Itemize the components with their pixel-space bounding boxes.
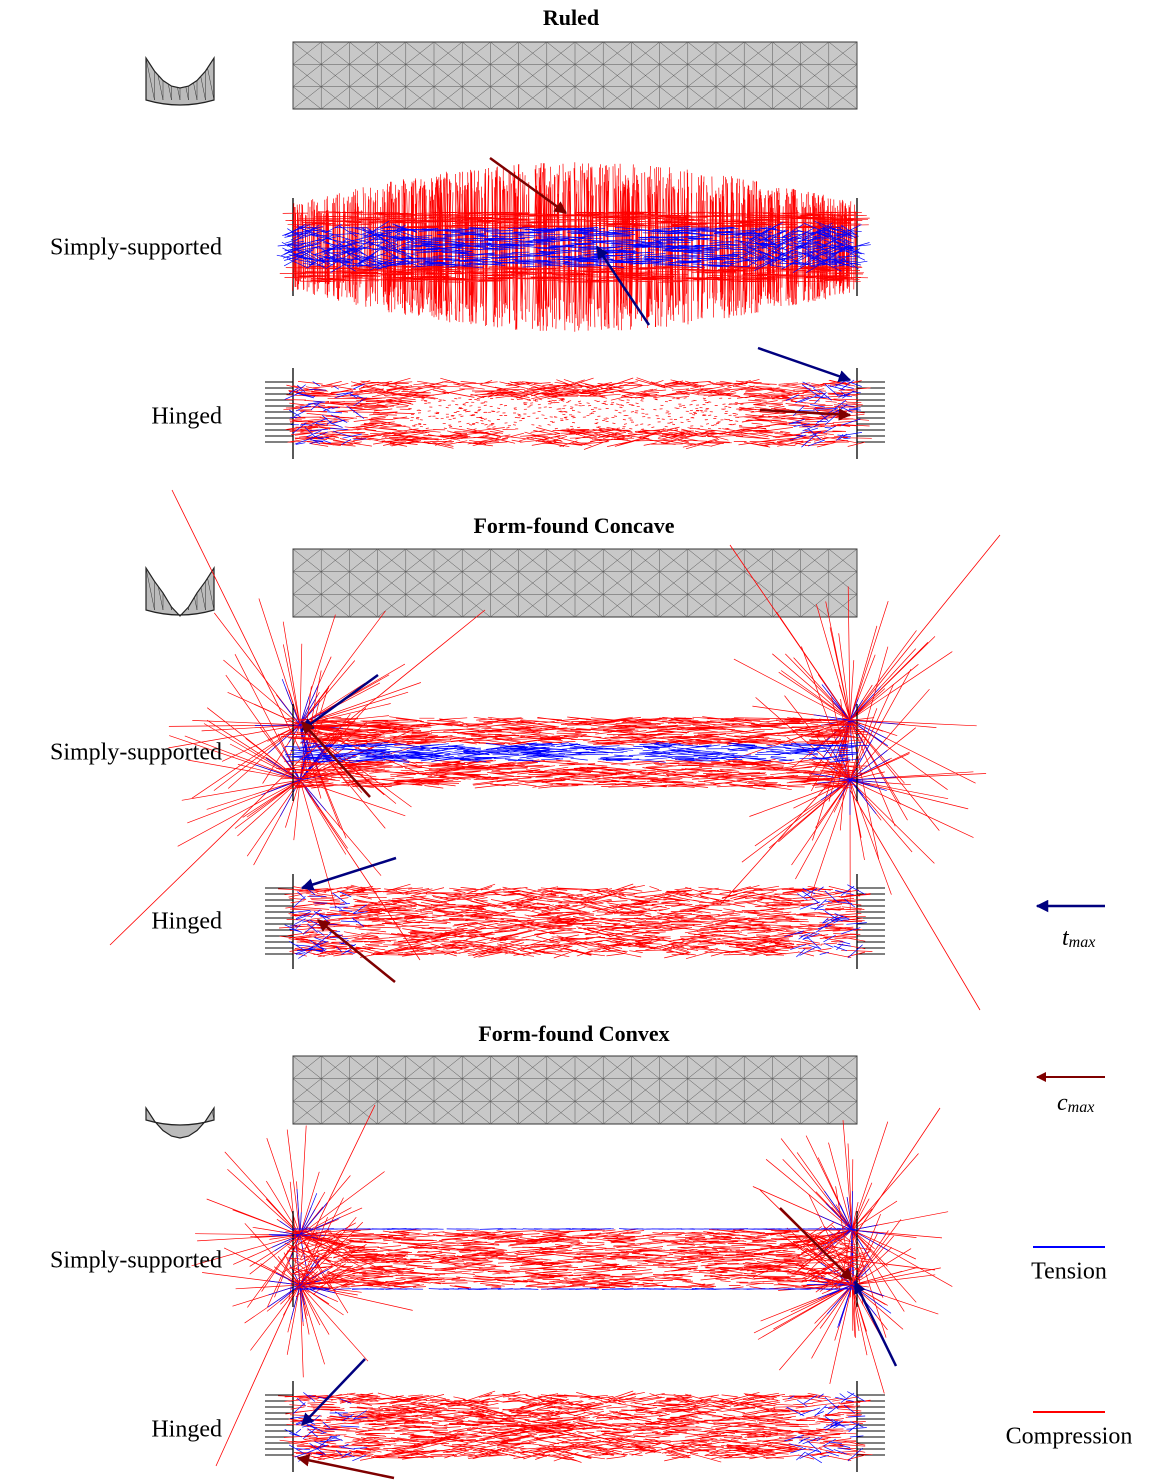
compression-lines bbox=[169, 654, 414, 908]
row-label: Hinged bbox=[151, 909, 222, 935]
section-title: Ruled bbox=[543, 5, 599, 30]
mesh-lines bbox=[293, 1056, 857, 1124]
compression-lines bbox=[278, 1391, 872, 1463]
shell-icon bbox=[146, 1108, 214, 1138]
compression-lines bbox=[283, 378, 871, 450]
compression-lines bbox=[169, 599, 432, 839]
support bbox=[293, 368, 857, 459]
tension-lines bbox=[285, 742, 868, 763]
figure: Ruled Form-found Concave Form-found Conv… bbox=[0, 0, 1155, 1482]
tmax-arrow bbox=[758, 348, 850, 380]
compression-lines bbox=[282, 1222, 873, 1297]
legend-label: Compression bbox=[1006, 1424, 1133, 1450]
icon-mesh bbox=[146, 1060, 214, 1120]
row-label: Simply-supported bbox=[50, 740, 222, 766]
mesh-lines bbox=[293, 42, 857, 109]
section-title: Form-found Concave bbox=[473, 513, 674, 538]
legend-label: cmax bbox=[1057, 1090, 1094, 1116]
section-title: Form-found Convex bbox=[478, 1021, 669, 1046]
row-label: Hinged bbox=[151, 1417, 222, 1443]
tmax-arrow bbox=[855, 1282, 896, 1366]
cmax-arrow bbox=[318, 920, 395, 982]
drawing bbox=[110, 40, 1000, 1478]
compression-lines bbox=[278, 884, 872, 959]
legend-label: Tension bbox=[1031, 1259, 1107, 1285]
compression-lines bbox=[202, 1182, 414, 1378]
cmax-arrow bbox=[298, 1458, 394, 1478]
shell-icon bbox=[146, 568, 214, 616]
row-label: Simply-supported bbox=[50, 235, 222, 261]
tmax-arrow bbox=[302, 858, 396, 888]
row-label: Simply-supported bbox=[50, 1248, 222, 1274]
legend-label: tmax bbox=[1062, 925, 1095, 951]
row-label: Hinged bbox=[151, 404, 222, 430]
compression-lines bbox=[216, 1105, 940, 1466]
